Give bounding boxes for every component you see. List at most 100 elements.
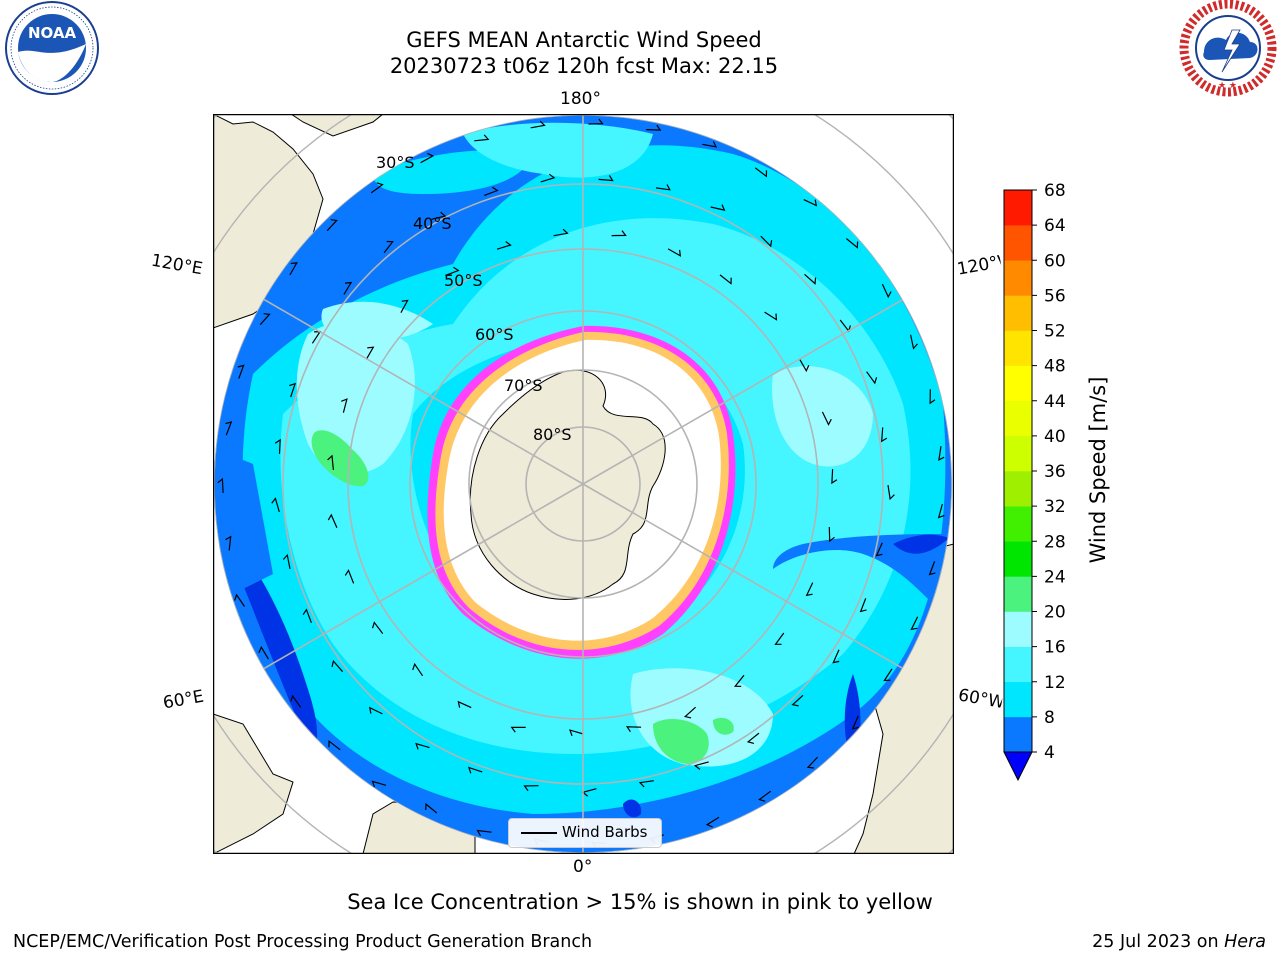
colorbar-bin — [1004, 681, 1032, 718]
wind-barb — [693, 761, 709, 770]
wind-barb — [445, 266, 460, 276]
footer-date-text: 25 Jul 2023 on — [1092, 932, 1225, 952]
wind-barb — [883, 668, 893, 682]
wind-barb — [758, 790, 772, 802]
wind-barb — [569, 729, 584, 736]
wind-barb — [774, 632, 785, 645]
colorbar-tick-label: 24 — [1044, 567, 1066, 587]
colorbar-bin — [1004, 260, 1032, 296]
wind-barb — [370, 182, 384, 194]
colorbar-tick-label: 8 — [1044, 708, 1055, 728]
wind-barb — [365, 346, 375, 360]
wind-barb — [327, 454, 334, 470]
wind-barb — [371, 621, 384, 634]
colorbar-bin — [1004, 330, 1032, 366]
wind-barb — [371, 780, 387, 788]
wind-barb — [412, 662, 424, 677]
colorbar-tick-label: 28 — [1044, 532, 1066, 552]
wind-barb — [474, 134, 490, 142]
lat-label-80s: 80°S — [533, 425, 572, 444]
wind-barb — [598, 175, 614, 182]
wind-barb — [806, 756, 819, 769]
wind-barb — [344, 569, 355, 584]
wind-barb — [271, 497, 280, 513]
wind-barb — [326, 219, 338, 232]
wind-barb — [225, 421, 233, 436]
wind-barb — [289, 262, 298, 276]
wind-barb — [225, 535, 232, 551]
colorbar-bin — [1004, 611, 1032, 647]
lon-label-180: 180° — [560, 89, 601, 109]
wind-barb — [588, 118, 604, 125]
colorbar-bin — [1004, 576, 1032, 612]
svg-text:★ ★: ★ ★ — [1218, 81, 1237, 91]
wind-barb — [859, 598, 867, 613]
lon-label-120e: 120°E — [149, 250, 205, 280]
wind-barb — [821, 411, 832, 426]
wind-barb — [496, 241, 512, 250]
map-border — [212, 113, 955, 855]
wind-barb — [368, 706, 383, 715]
wind-barb — [929, 389, 936, 405]
wind-barb — [655, 184, 671, 191]
wind-barb — [937, 503, 945, 519]
wind-barb — [803, 199, 818, 207]
wind-barb — [831, 469, 838, 485]
polar-map — [212, 113, 955, 855]
map-panel — [212, 113, 955, 855]
colorbar-extend-min — [1003, 751, 1033, 782]
wind-barb — [282, 553, 291, 570]
wind-barb — [625, 726, 642, 733]
lat-label-40s: 40°S — [413, 214, 452, 233]
wind-barb — [289, 382, 297, 398]
colorbar-tick-label: 40 — [1044, 427, 1066, 447]
wind-barb — [467, 766, 483, 774]
wind-barb — [754, 167, 768, 178]
wind-barb — [846, 238, 859, 249]
wind-barb — [746, 732, 760, 744]
colorbar-bin — [1004, 646, 1032, 683]
wind-barb — [553, 228, 569, 237]
wind-barb — [875, 542, 883, 557]
colorbar-tick-label: 60 — [1044, 251, 1066, 271]
colorbar-tick-label: 4 — [1044, 743, 1055, 763]
wind-barb — [710, 204, 726, 211]
wind-barb — [415, 742, 430, 750]
wind-barb — [510, 726, 526, 733]
wind-barb — [258, 645, 270, 660]
wind-barb — [804, 273, 817, 285]
wind-barb — [274, 438, 281, 454]
wind-barb — [702, 141, 718, 148]
footer-date: 25 Jul 2023 on Hera — [1092, 932, 1266, 952]
lon-label-60e: 60°E — [161, 686, 206, 714]
wind-barb — [341, 398, 348, 413]
legend-label: Wind Barbs — [562, 823, 648, 841]
wind-barb — [798, 358, 810, 373]
lat-label-50s: 50°S — [444, 271, 483, 290]
wind-barb — [540, 173, 556, 183]
wind-barb-legend-line — [521, 832, 557, 834]
wind-barb — [705, 816, 720, 828]
colorbar-bin — [1004, 471, 1032, 507]
wind-barb — [259, 313, 271, 326]
wind-barb — [383, 240, 394, 254]
wind-barb — [881, 283, 892, 299]
lat-label-30s: 30°S — [376, 153, 415, 172]
wind-barb — [290, 694, 302, 708]
wind-barb — [237, 364, 245, 379]
colorbar-tick-label: 20 — [1044, 603, 1066, 623]
wind-barb — [938, 446, 945, 461]
wind-barb — [611, 230, 627, 237]
colorbar-tick-label: 12 — [1044, 673, 1066, 693]
lat-label-60s: 60°S — [475, 325, 514, 344]
colorbar-bin — [1004, 225, 1032, 261]
colorbar-tick-label: 32 — [1044, 497, 1066, 517]
wind-barb — [484, 186, 499, 196]
wind-barb — [476, 829, 492, 837]
wind-barb — [431, 211, 447, 220]
wind-barb — [832, 649, 840, 664]
colorbar-bin — [1004, 400, 1032, 437]
wind-barb — [828, 526, 835, 543]
wind-barb — [910, 616, 919, 631]
footer-machine: Hera — [1224, 932, 1266, 952]
